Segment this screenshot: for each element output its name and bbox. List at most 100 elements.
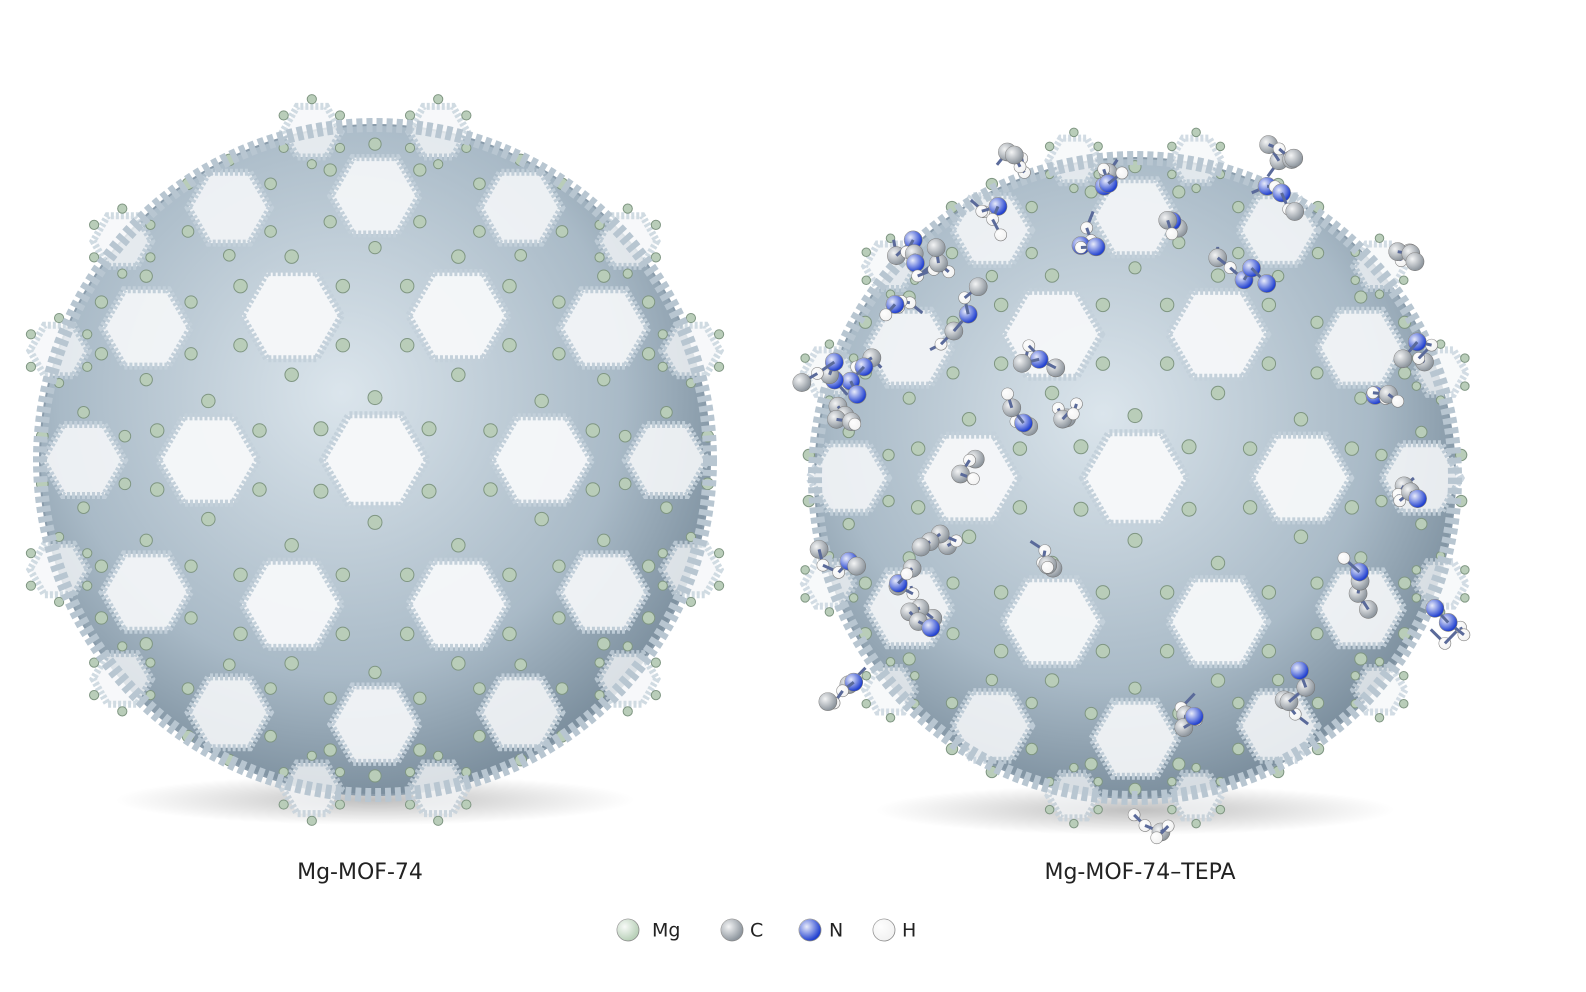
metal-node — [53, 596, 65, 608]
metal-node — [1232, 200, 1245, 214]
metal-node — [399, 567, 415, 583]
metal-node — [961, 529, 977, 544]
metal-node — [1159, 585, 1175, 600]
atom-shine — [1185, 707, 1204, 726]
metal-node — [323, 691, 337, 705]
pore — [555, 286, 652, 370]
metal-node — [145, 657, 156, 668]
metal-node — [861, 670, 871, 681]
pore — [861, 306, 957, 389]
atom-shine — [906, 254, 925, 273]
metal-node — [473, 682, 486, 695]
metal-node — [1311, 246, 1325, 260]
metal-node — [1012, 441, 1028, 456]
metal-node — [278, 799, 289, 810]
metal-node — [368, 769, 382, 783]
metal-node — [985, 269, 999, 283]
metal-node — [473, 729, 486, 743]
legend-shine — [617, 919, 639, 941]
metal-node — [421, 421, 437, 437]
metal-node — [1415, 517, 1428, 531]
metal-node — [264, 225, 277, 238]
metal-node — [404, 110, 416, 121]
metal-node — [284, 367, 299, 382]
pore — [184, 673, 275, 752]
metal-node — [1399, 698, 1409, 709]
metal-node — [306, 750, 317, 761]
metal-node — [1310, 576, 1324, 590]
metal-node — [1044, 141, 1055, 152]
metal-node — [433, 94, 444, 105]
metal-node — [184, 347, 198, 361]
tepa-molecules — [792, 135, 1471, 845]
atom-shine — [1405, 252, 1424, 271]
metal-node — [1167, 141, 1177, 152]
metal-node — [399, 278, 415, 294]
metal-node — [94, 295, 109, 309]
metal-node — [618, 477, 632, 491]
metal-node — [993, 356, 1009, 371]
metal-node — [1460, 353, 1470, 363]
pore — [555, 550, 652, 634]
metal-node — [1261, 643, 1277, 659]
atom-shine — [1408, 489, 1427, 508]
pore — [98, 550, 195, 634]
metal-node — [25, 548, 37, 559]
metal-node — [1191, 762, 1201, 773]
legend-shine — [799, 919, 821, 941]
pore — [621, 421, 712, 499]
metal-node — [1167, 776, 1177, 787]
metal-node — [657, 548, 668, 559]
pore — [475, 168, 566, 247]
atom-shine — [900, 567, 913, 580]
metal-node — [335, 278, 351, 294]
atom-shine — [1115, 166, 1128, 179]
atom-shine — [921, 618, 940, 637]
metal-node — [1191, 127, 1201, 138]
metal-node — [585, 482, 601, 497]
metal-node — [82, 329, 93, 340]
metal-node — [117, 203, 128, 214]
atom-shine — [1067, 407, 1080, 420]
metal-node — [824, 339, 835, 349]
metal-node — [1374, 656, 1385, 667]
metal-node — [1159, 643, 1175, 659]
metal-node — [650, 219, 661, 230]
pore — [804, 440, 893, 516]
pore — [237, 269, 346, 363]
metal-node — [184, 295, 198, 309]
metal-node — [946, 627, 960, 641]
metal-node — [1095, 643, 1111, 659]
pore — [1087, 176, 1183, 259]
metal-node — [622, 641, 633, 652]
metal-node — [1242, 441, 1258, 456]
metal-node — [306, 94, 317, 105]
metal-node — [1354, 391, 1368, 405]
metal-node — [650, 252, 661, 263]
metal-node — [334, 142, 346, 154]
pore — [1247, 431, 1355, 525]
metal-node — [1411, 381, 1422, 391]
metal-node — [461, 110, 472, 121]
metal-node — [555, 225, 569, 238]
metal-node — [139, 533, 153, 547]
metal-node — [946, 576, 960, 590]
metal-node — [650, 690, 661, 701]
metal-node — [1398, 576, 1412, 590]
pore — [487, 413, 596, 507]
metal-node — [201, 511, 216, 527]
metal-node — [323, 215, 337, 229]
metal-node — [139, 373, 153, 387]
metal-node — [1310, 627, 1324, 641]
metal-node — [404, 799, 416, 810]
metal-node — [1399, 275, 1409, 286]
legend: Mg C N H — [616, 918, 916, 942]
metal-node — [594, 657, 605, 668]
atom-shine — [1257, 274, 1276, 293]
pore — [326, 682, 424, 766]
metal-node — [117, 268, 128, 279]
metal-node — [641, 611, 656, 625]
metal-node — [1460, 381, 1470, 391]
metal-node — [184, 611, 198, 625]
